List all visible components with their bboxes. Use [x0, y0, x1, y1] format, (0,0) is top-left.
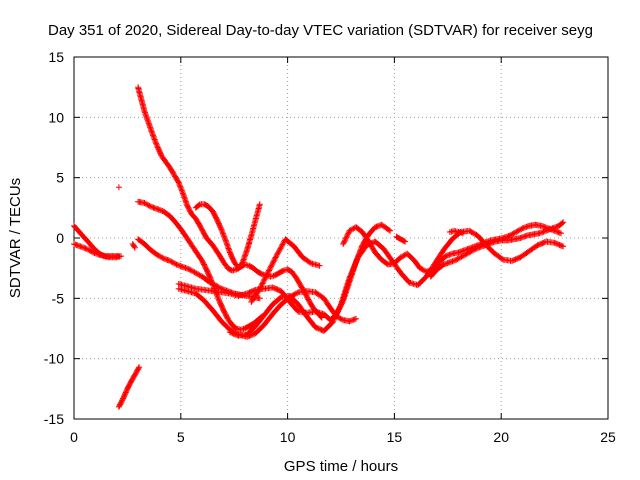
series-s16 [446, 227, 466, 237]
y-tick-label: 5 [56, 170, 64, 186]
data-point-marks [427, 219, 567, 280]
series-s5 [129, 241, 138, 251]
y-axis-label: SDTVAR / TECUs [7, 178, 24, 298]
series-s8 [135, 198, 265, 333]
series-s3 [115, 184, 122, 191]
x-tick-labels: 0 5 10 15 20 25 [70, 429, 616, 445]
x-tick-label: 10 [280, 429, 296, 445]
chart-title: Day 351 of 2020, Sidereal Day-to-day VTE… [48, 22, 593, 39]
x-tick-label: 25 [600, 429, 616, 445]
y-tick-label: -15 [44, 411, 64, 427]
y-tick-labels: -15 -10 -5 0 5 10 15 [44, 49, 64, 427]
y-tick-label: 10 [48, 109, 64, 125]
data-point-marks [446, 227, 466, 237]
series-s13 [248, 236, 323, 305]
axis-ticks [73, 56, 609, 420]
x-tick-label: 15 [387, 429, 403, 445]
series-s2 [71, 241, 122, 260]
x-tick-label: 5 [177, 429, 185, 445]
data-point-marks [115, 364, 143, 410]
data-point-marks [135, 198, 265, 333]
series-s4 [115, 364, 143, 410]
x-axis-label: GPS time / hours [284, 458, 398, 475]
series-s12 [226, 227, 567, 339]
y-tick-label: 0 [56, 230, 64, 246]
data-point-marks [115, 184, 122, 191]
y-tick-label: 15 [48, 49, 64, 65]
series-s15 [427, 219, 567, 280]
y-tick-label: -5 [52, 290, 65, 306]
data-point-marks [71, 241, 122, 260]
y-tick-label: -10 [44, 351, 64, 367]
data-point-marks [393, 233, 409, 245]
series-s9 [192, 201, 263, 272]
x-tick-label: 0 [70, 429, 78, 445]
data-point-marks [192, 201, 263, 272]
data-point-marks [226, 227, 567, 339]
data-points [71, 84, 567, 410]
series-s17 [393, 233, 409, 245]
data-point-marks [248, 236, 323, 305]
data-point-marks [129, 241, 138, 251]
x-tick-label: 20 [493, 429, 509, 445]
